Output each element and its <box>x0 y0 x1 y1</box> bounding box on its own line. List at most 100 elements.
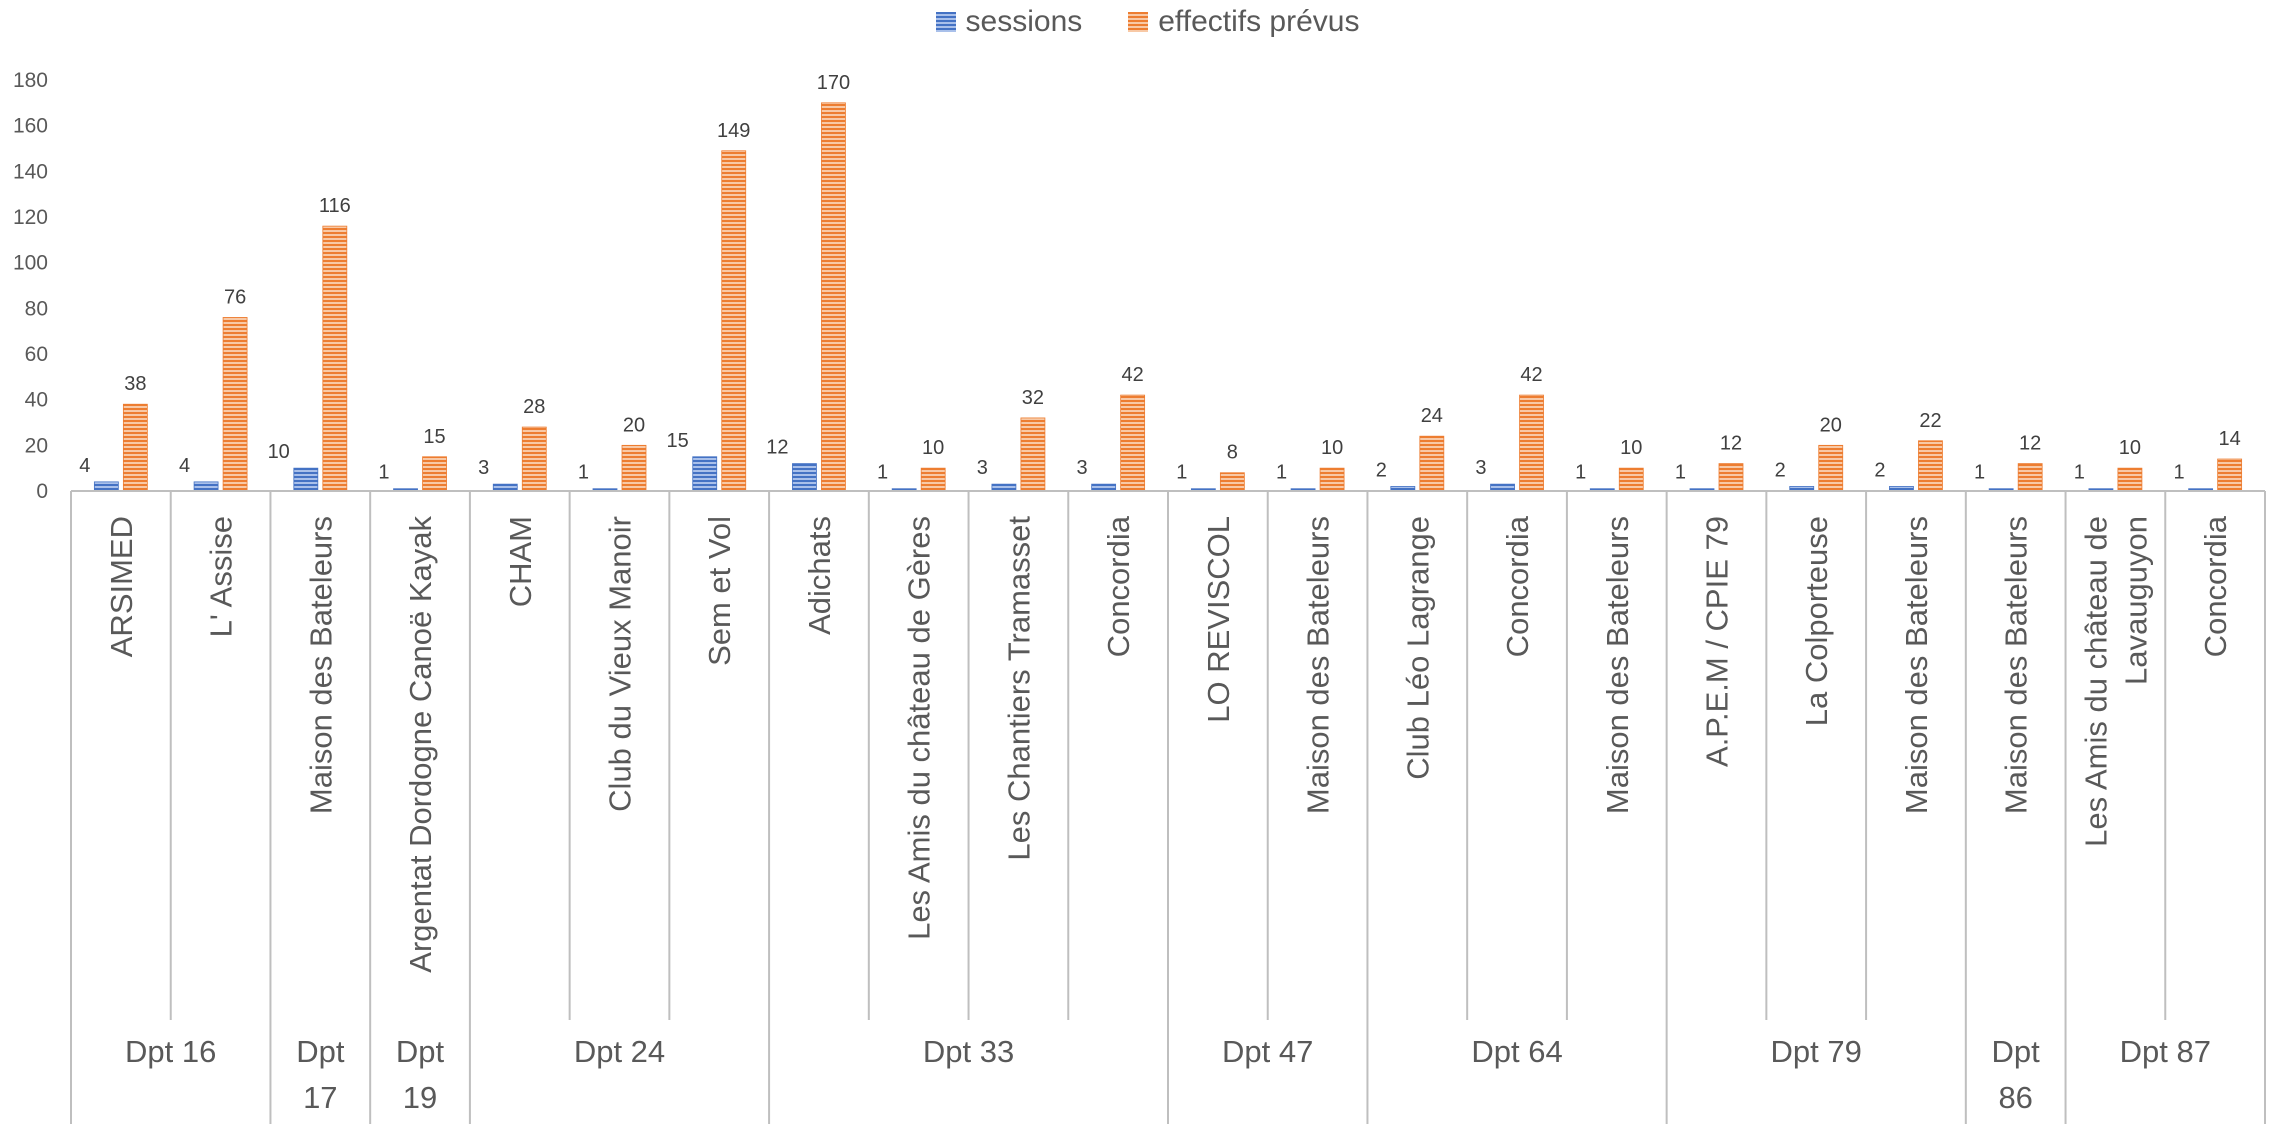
bar-effectifs <box>821 102 846 492</box>
category-label-line: Adichats <box>802 516 837 635</box>
y-tick-label: 140 <box>13 160 48 183</box>
data-label-effectifs: 12 <box>1720 433 1742 455</box>
data-label-effectifs: 20 <box>1820 414 1842 436</box>
category-label-line: Maison des Bateleurs <box>303 516 338 814</box>
data-label-effectifs: 20 <box>623 414 645 436</box>
data-label-sessions: 3 <box>1077 457 1088 479</box>
bar-sessions <box>991 483 1017 492</box>
bar-effectifs <box>1219 472 1245 492</box>
y-tick-label: 160 <box>13 115 48 138</box>
bar-effectifs <box>1519 394 1544 492</box>
data-label-sessions: 10 <box>268 441 290 463</box>
group-label: 86 <box>1998 1080 2032 1115</box>
data-label-effectifs: 170 <box>817 72 850 94</box>
category-label-line: Club Léo Lagrange <box>1400 516 1435 780</box>
data-label-effectifs: 38 <box>124 373 146 395</box>
group-label: Dpt 79 <box>1771 1034 1862 1069</box>
category-label: Maison des Bateleurs <box>1899 516 1934 814</box>
bar-sessions <box>692 456 718 492</box>
data-label-effectifs: 42 <box>1520 364 1542 386</box>
y-tick-label: 40 <box>25 389 48 412</box>
data-label-effectifs: 15 <box>423 426 445 448</box>
data-label-effectifs: 22 <box>1919 410 1941 432</box>
group-label: 19 <box>403 1080 437 1115</box>
bar-effectifs <box>1120 394 1146 492</box>
bar-effectifs <box>1020 417 1046 492</box>
category-label-line: L' Assise <box>204 516 239 637</box>
data-label-effectifs: 14 <box>2219 428 2241 450</box>
bar-effectifs <box>621 444 647 492</box>
category-label: Les Chantiers Tramasset <box>1001 516 1036 861</box>
category-label-line: Lavauguyon <box>2118 516 2153 685</box>
y-tick-label: 100 <box>13 252 48 275</box>
bar-effectifs <box>2217 458 2243 492</box>
category-label: Maison des Bateleurs <box>1999 516 2034 814</box>
bar-effectifs <box>1718 463 1744 492</box>
category-label: Les Amis du château de Lavauguyon <box>2078 516 2153 847</box>
data-label-sessions: 1 <box>1575 462 1586 484</box>
y-tick-label: 80 <box>25 297 48 320</box>
data-label-effectifs: 149 <box>717 120 750 142</box>
data-label-sessions: 2 <box>1775 459 1786 481</box>
category-label: Les Amis du château de Gères <box>902 516 937 940</box>
category-label: ARSIMED <box>104 516 139 657</box>
bar-sessions <box>792 463 817 492</box>
data-label-effectifs: 10 <box>922 437 944 459</box>
category-label: Maison des Bateleurs <box>1301 516 1336 814</box>
category-label-line: Les Amis du château de Gères <box>902 516 937 940</box>
data-label-sessions: 4 <box>79 455 90 477</box>
category-label: La Colporteuse <box>1799 516 1834 726</box>
bar-effectifs <box>1618 467 1644 492</box>
bar-effectifs <box>521 426 547 492</box>
data-label-sessions: 2 <box>1874 459 1885 481</box>
category-label: Concordia <box>1500 515 1535 657</box>
category-label-line: Les Chantiers Tramasset <box>1001 516 1036 861</box>
data-label-effectifs: 12 <box>2019 433 2041 455</box>
category-label-line: Concordia <box>2198 515 2233 657</box>
group-label: Dpt 16 <box>125 1034 216 1069</box>
data-label-sessions: 3 <box>478 457 489 479</box>
data-label-sessions: 1 <box>877 462 888 484</box>
bar-effectifs <box>1319 467 1345 492</box>
bar-sessions <box>293 467 319 492</box>
data-label-effectifs: 116 <box>319 195 351 217</box>
data-label-sessions: 3 <box>977 457 988 479</box>
category-label: Club du Vieux Manoir <box>603 516 638 812</box>
data-label-sessions: 15 <box>666 430 688 452</box>
data-label-effectifs: 42 <box>1122 364 1144 386</box>
y-tick-label: 120 <box>13 206 48 229</box>
group-label: 17 <box>303 1080 337 1115</box>
group-label: Dpt 47 <box>1222 1034 1313 1069</box>
legend: sessions effectifs prévus <box>0 0 2295 44</box>
bar-effectifs <box>422 456 447 492</box>
bar-sessions <box>492 483 518 492</box>
legend-swatch-effectifs <box>1128 12 1149 32</box>
category-label-line: Les Amis du château de <box>2078 516 2113 847</box>
group-label: Dpt <box>396 1034 445 1069</box>
bar-effectifs <box>1818 444 1844 492</box>
y-tick-label: 20 <box>25 434 48 457</box>
legend-item-effectifs: effectifs prévus <box>1128 5 1359 39</box>
bar-effectifs <box>122 403 148 492</box>
group-label: Dpt 33 <box>923 1034 1014 1069</box>
data-label-effectifs: 28 <box>523 396 545 418</box>
data-label-sessions: 3 <box>1475 457 1486 479</box>
category-label-line: Argentat Dordogne Canoë Kayak <box>403 516 438 973</box>
category-label-line: Maison des Bateleurs <box>1999 516 2034 814</box>
bar-effectifs <box>1918 440 1943 492</box>
data-label-effectifs: 8 <box>1227 442 1238 464</box>
bar-sessions <box>1490 483 1515 492</box>
data-label-effectifs: 10 <box>1620 437 1642 459</box>
category-label: Maison des Bateleurs <box>1600 516 1635 814</box>
category-label-line: La Colporteuse <box>1799 516 1834 726</box>
bar-effectifs <box>222 317 248 492</box>
data-label-effectifs: 32 <box>1022 387 1044 409</box>
bar-effectifs <box>2117 467 2143 492</box>
category-label: A.P.E.M / CPIE 79 <box>1700 516 1735 767</box>
bar-sessions <box>93 481 119 492</box>
category-label-line: Maison des Bateleurs <box>1899 516 1934 814</box>
data-label-sessions: 1 <box>578 462 589 484</box>
category-label: Maison des Bateleurs <box>303 516 338 814</box>
